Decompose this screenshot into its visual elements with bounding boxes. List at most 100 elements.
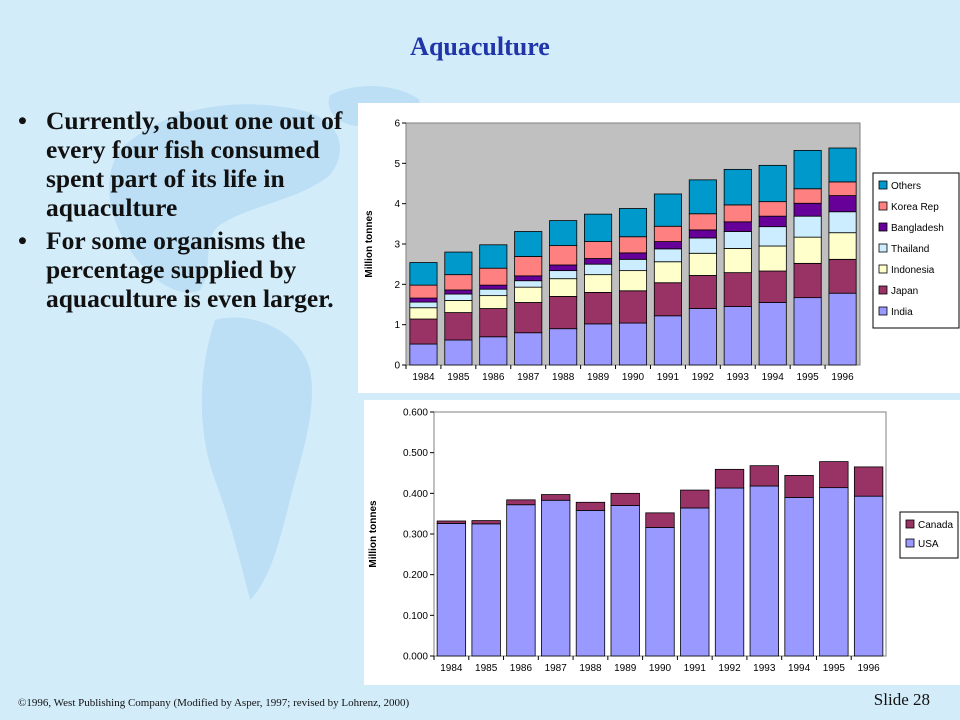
bar-segment — [444, 300, 473, 313]
bar-segment — [758, 215, 787, 228]
slide-number: Slide 28 — [873, 690, 930, 709]
bar-segment — [714, 487, 745, 657]
bar-segment — [828, 195, 857, 213]
y-tick-label: 0.200 — [403, 570, 428, 581]
bar-segment — [853, 495, 884, 657]
legend-label: Indonesia — [891, 265, 935, 276]
bar-segment — [723, 204, 752, 223]
bar-segment — [506, 504, 536, 657]
x-tick-label: 1986 — [482, 372, 505, 383]
bar-segment — [758, 245, 787, 272]
bar-segment — [645, 512, 675, 528]
legend-label: Others — [891, 181, 921, 192]
y-tick-label: 3 — [394, 240, 400, 251]
y-axis-label: Million tonnes — [368, 500, 379, 568]
bar-segment — [610, 505, 640, 657]
bar-segment — [575, 501, 606, 511]
legend-swatch — [878, 180, 888, 190]
bar-segment — [749, 465, 779, 487]
x-tick-label: 1985 — [475, 663, 498, 674]
y-tick-label: 0.500 — [403, 448, 428, 459]
bar-segment — [549, 296, 578, 330]
bar-segment — [479, 308, 508, 338]
bar-segment — [549, 245, 578, 266]
y-tick-label: 0.100 — [403, 611, 428, 622]
bar-segment — [514, 286, 543, 303]
bullet-text: For some organisms the percentage suppli… — [46, 226, 334, 313]
bar-segment — [828, 211, 857, 234]
bar-segment — [618, 236, 648, 254]
bar-segment — [653, 225, 682, 242]
bar-segment — [653, 261, 682, 284]
bar-segment — [828, 292, 857, 366]
bar-segment — [549, 270, 578, 280]
x-tick-label: 1988 — [552, 372, 575, 383]
bar-segment — [549, 220, 578, 247]
bar-segment — [549, 278, 578, 297]
bar-segment — [514, 231, 543, 257]
legend-swatch — [878, 285, 888, 295]
legend-label: Bangladesh — [891, 223, 944, 234]
bar-segment — [584, 213, 613, 242]
x-tick-label: 1992 — [718, 663, 741, 674]
legend-label: Japan — [891, 286, 918, 297]
bar-segment — [444, 312, 473, 341]
bar-segment — [758, 302, 787, 366]
bar-segment — [479, 244, 508, 269]
bar-segment — [409, 343, 438, 366]
bar-segment — [688, 179, 717, 215]
bar-segment — [618, 252, 648, 260]
bar-segment — [549, 264, 578, 272]
bar-segment — [653, 315, 682, 366]
legend-label: India — [891, 307, 913, 318]
bar-segment — [680, 507, 710, 657]
bar-segment — [784, 497, 814, 657]
y-tick-label: 0 — [394, 361, 400, 372]
x-tick-label: 1992 — [692, 372, 715, 383]
bar-segment — [444, 293, 473, 301]
bar-segment — [688, 275, 717, 309]
x-tick-label: 1995 — [823, 663, 846, 674]
bar-segment — [688, 237, 717, 254]
bar-segment — [584, 241, 613, 259]
bar-segment — [549, 328, 578, 366]
copyright-footer: ©1996, West Publishing Company (Modified… — [18, 697, 410, 709]
y-tick-label: 0.000 — [403, 652, 428, 663]
x-tick-label: 1994 — [788, 663, 811, 674]
bullet-item: • For some organisms the percentage supp… — [18, 226, 348, 313]
legend-swatch — [878, 243, 888, 253]
bar-segment — [409, 318, 438, 345]
bar-segment — [479, 336, 508, 366]
x-tick-label: 1996 — [857, 663, 880, 674]
bar-segment — [714, 468, 745, 489]
legend-swatch — [878, 201, 888, 211]
bar-segment — [828, 181, 857, 196]
x-tick-label: 1984 — [412, 372, 435, 383]
slide-title: Aquaculture — [410, 32, 550, 61]
bar-segment — [653, 248, 682, 263]
x-tick-label: 1993 — [727, 372, 750, 383]
aquaculture-usa-canada-chart: 0.000 0.100 0.200 0.300 0.400 0.500 0.600 Milli… — [364, 400, 960, 685]
bar-segment — [618, 258, 648, 272]
bar-segment — [479, 288, 508, 297]
bar-segment — [723, 272, 752, 307]
x-tick-label: 1990 — [622, 372, 645, 383]
stacked-bar-chart-top: 0 1 2 3 4 5 6 Million tonnes 1984 1985 1986 1987 198… — [364, 119, 960, 383]
bar-segment — [819, 487, 849, 657]
legend-swatch — [878, 222, 888, 232]
x-tick-label: 1991 — [684, 663, 707, 674]
bar-segment — [584, 323, 613, 366]
bullet-symbol: • — [18, 226, 27, 255]
bar-segment — [853, 466, 884, 497]
bar-segment — [584, 274, 613, 293]
x-tick-label: 1984 — [440, 663, 463, 674]
bar-segment — [444, 339, 473, 366]
bar-segment — [645, 527, 675, 657]
bar-segment — [584, 291, 613, 325]
y-tick-label: 1 — [394, 320, 400, 331]
bar-segment — [688, 252, 717, 276]
bar-segment — [723, 231, 752, 249]
legend-swatch — [878, 306, 888, 316]
bar-segment — [584, 263, 613, 276]
legend-swatch — [878, 264, 888, 274]
